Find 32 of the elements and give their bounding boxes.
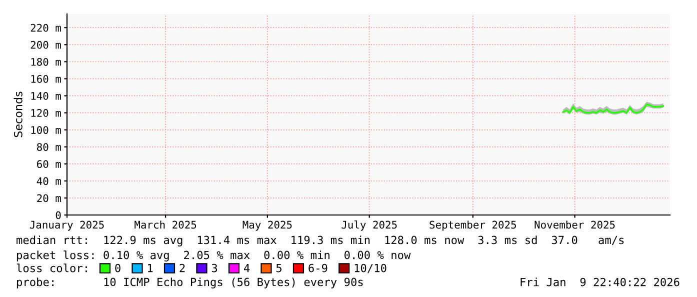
y-tick-label: 60 m xyxy=(37,160,61,168)
x-tick-label: September 2025 xyxy=(430,220,516,231)
legend-label: 4 xyxy=(244,264,250,272)
y-tick-label: 220 m xyxy=(30,24,61,32)
x-tick-label: January 2025 xyxy=(30,220,104,231)
x-tick-label: July 2025 xyxy=(342,220,397,231)
y-tick-label: 120 m xyxy=(31,109,61,117)
y-tick-label: 180 m xyxy=(31,58,61,66)
legend-label: 2 xyxy=(180,264,185,272)
y-axis-title: Seconds xyxy=(14,92,22,138)
y-tick-label: 20 m xyxy=(37,194,61,202)
y-tick-label: 40 m xyxy=(36,177,61,186)
y-tick-label: 140 m xyxy=(31,92,61,100)
y-tick-label: 100 m xyxy=(31,126,61,134)
legend-label: 1 xyxy=(148,264,153,272)
legend-label: 6-9 xyxy=(308,264,328,272)
x-tick-label: May 2025 xyxy=(242,220,292,231)
legend-label: 0 xyxy=(115,264,120,272)
y-tick-label: 0 xyxy=(56,211,61,220)
y-tick-label: 200 m xyxy=(30,40,61,49)
x-tick-label: March 2025 xyxy=(134,220,196,229)
legend-label: 3 xyxy=(212,264,218,272)
text: packet loss: 0.10 % avg 2.05 % max 0.00 % min 0.00 % now xyxy=(17,250,411,262)
x-tick-label: November 2025 xyxy=(534,220,615,229)
legend-title: loss color: xyxy=(16,264,87,272)
text: Fri Jan 9 22:40:22 2026 xyxy=(520,278,680,286)
y-tick-label: 80 m xyxy=(37,143,61,151)
text: probe: 10 ICMP Echo Pings (56 Bytes) every 90s xyxy=(17,278,363,288)
y-tick-label: 160 m xyxy=(31,74,61,83)
legend-label: 10/10 xyxy=(354,264,386,274)
legend-label: 5 xyxy=(276,264,282,272)
text: median rtt: 122.9 ms avg 131.4 ms max 119.3 ms min 128.0 ms now 3.3 ms sd 37.0 am/s xyxy=(16,236,624,246)
